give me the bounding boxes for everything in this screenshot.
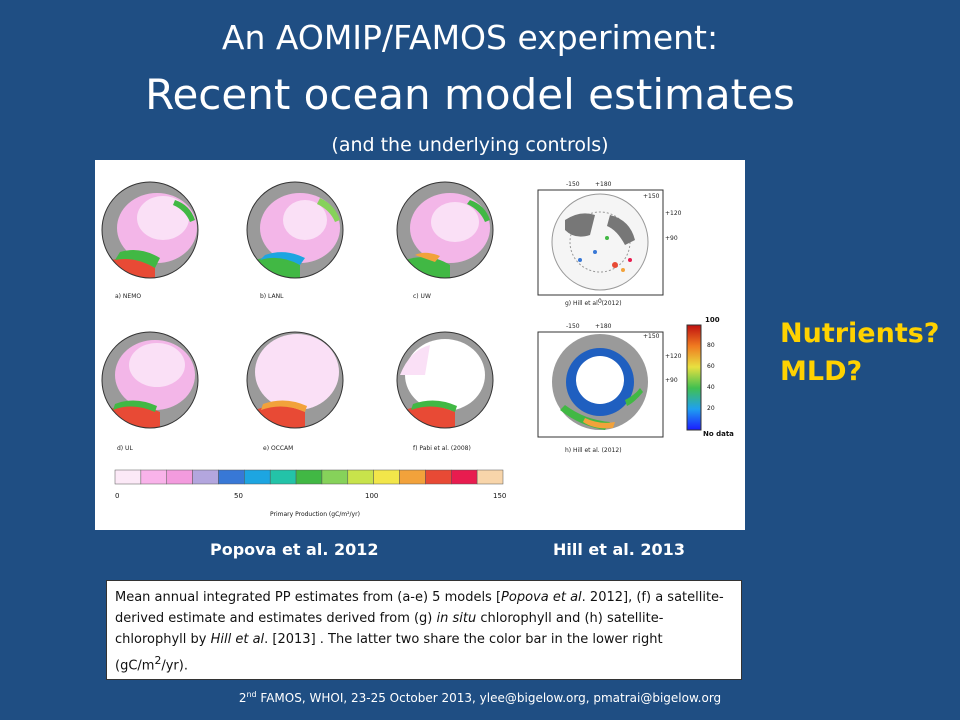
coord-label: +150 — [643, 333, 660, 340]
desc-text: chlorophyll and (h) satellite-chlorophyl… — [115, 611, 664, 647]
panel-c-map — [397, 182, 493, 278]
panel-e-label: e) OCCAM — [263, 445, 293, 452]
colorbar-segment — [321, 469, 349, 485]
coord-label: +180 — [595, 323, 612, 330]
coord-label: +120 — [665, 353, 682, 360]
footer: 2nd FAMOS, WHOI, 23-25 October 2013, yle… — [0, 690, 960, 705]
colorbar-segment — [347, 469, 374, 485]
vbar-nodata-label: No data — [703, 430, 734, 438]
colorbar-segment — [114, 469, 142, 485]
vbar-tick: 20 — [707, 405, 715, 412]
panel-f-map — [397, 332, 493, 428]
hbar-tick: 50 — [234, 492, 243, 500]
colorbar-segment — [166, 469, 193, 485]
desc-text: /yr). — [161, 658, 188, 674]
footer-pre: 2 — [238, 691, 247, 705]
desc-text: . 2012], (f) a satellite-derived estimat… — [115, 590, 724, 626]
panel-c-label: c) UW — [413, 293, 431, 300]
colorbar-segment — [218, 469, 245, 485]
desc-sup: 2 — [154, 654, 162, 667]
colorbar-segment — [140, 469, 167, 485]
panel-b-map — [247, 182, 343, 278]
hbar-tick: 0 — [115, 492, 119, 500]
colorbar-segment — [451, 469, 478, 485]
panel-d-map — [102, 332, 198, 428]
coord-label: +90 — [665, 235, 678, 242]
footer-sup: nd — [246, 690, 257, 699]
coord-label: +180 — [595, 181, 612, 188]
colorbar-segment — [244, 469, 271, 485]
panel-d-label: d) UL — [117, 445, 133, 452]
vbar-tick: 100 — [705, 316, 720, 324]
desc-italic: Hill et al — [210, 632, 265, 647]
desc-text: Mean annual integrated PP estimates from… — [115, 590, 502, 605]
vertical-colorbar: 100 80 60 40 20 No data — [686, 316, 734, 438]
colorbar-segment — [476, 469, 504, 485]
colorbar-segment — [295, 469, 323, 485]
panel-f-label: f) Pabi et al. (2008) — [413, 445, 471, 452]
coord-label: -150 — [566, 181, 580, 188]
panel-b-label: b) LANL — [260, 293, 284, 300]
panel-e-map — [247, 332, 343, 428]
coord-label: -150 — [566, 323, 580, 330]
coord-label: +90 — [665, 377, 678, 384]
side-note-line1: Nutrients? — [780, 318, 940, 349]
hbar-label: Primary Production (gC/m²/yr) — [270, 511, 360, 518]
slide-title-line2: Recent ocean model estimates — [145, 70, 795, 119]
vbar-tick: 80 — [707, 342, 715, 349]
vbar-tick: 60 — [707, 363, 715, 370]
desc-italic: Popova et al — [501, 590, 582, 605]
vbar-tick: 40 — [707, 384, 715, 391]
horizontal-colorbar — [114, 469, 504, 485]
panel-g-map: -150 +180 +150 +120 +90 0 — [537, 181, 682, 305]
hbar-tick: 150 — [493, 492, 506, 500]
coord-label: +150 — [643, 193, 660, 200]
colorbar-segment — [425, 469, 452, 485]
desc-italic: in situ — [436, 611, 477, 626]
description-box: Mean annual integrated PP estimates from… — [106, 580, 742, 680]
hbar-tick: 100 — [365, 492, 378, 500]
coord-label: 0 — [598, 298, 602, 305]
colorbar-segment — [192, 469, 219, 485]
slide-subtitle: (and the underlying controls) — [331, 134, 609, 156]
side-note: Nutrients? MLD? — [780, 315, 939, 391]
colorbar-segment — [269, 469, 297, 485]
panel-h-map: -150 +180 +150 +120 +90 — [537, 323, 682, 438]
panel-a-label: a) NEMO — [115, 293, 141, 300]
footer-text: FAMOS, WHOI, 23-25 October 2013, ylee@bi… — [256, 691, 722, 705]
caption-popova: Popova et al. 2012 — [210, 540, 379, 559]
slide-title-line1: An AOMIP/FAMOS experiment: — [221, 18, 719, 57]
panel-g-label: g) Hill et al. (2012) — [565, 300, 622, 307]
colorbar-segment — [399, 469, 426, 485]
panel-a-map — [102, 182, 198, 278]
colorbar-segment — [373, 469, 400, 485]
figure-svg: a) NEMO b) LANL c) UW — [101, 181, 734, 518]
desc-text: . [2013] . The latter two share the colo… — [115, 632, 663, 674]
caption-hill: Hill et al. 2013 — [553, 540, 685, 559]
panel-h-label: h) Hill et al. (2012) — [565, 447, 622, 454]
figure-panel: a) NEMO b) LANL c) UW — [95, 160, 745, 530]
side-note-line2: MLD? — [780, 356, 863, 387]
coord-label: +120 — [665, 210, 682, 217]
